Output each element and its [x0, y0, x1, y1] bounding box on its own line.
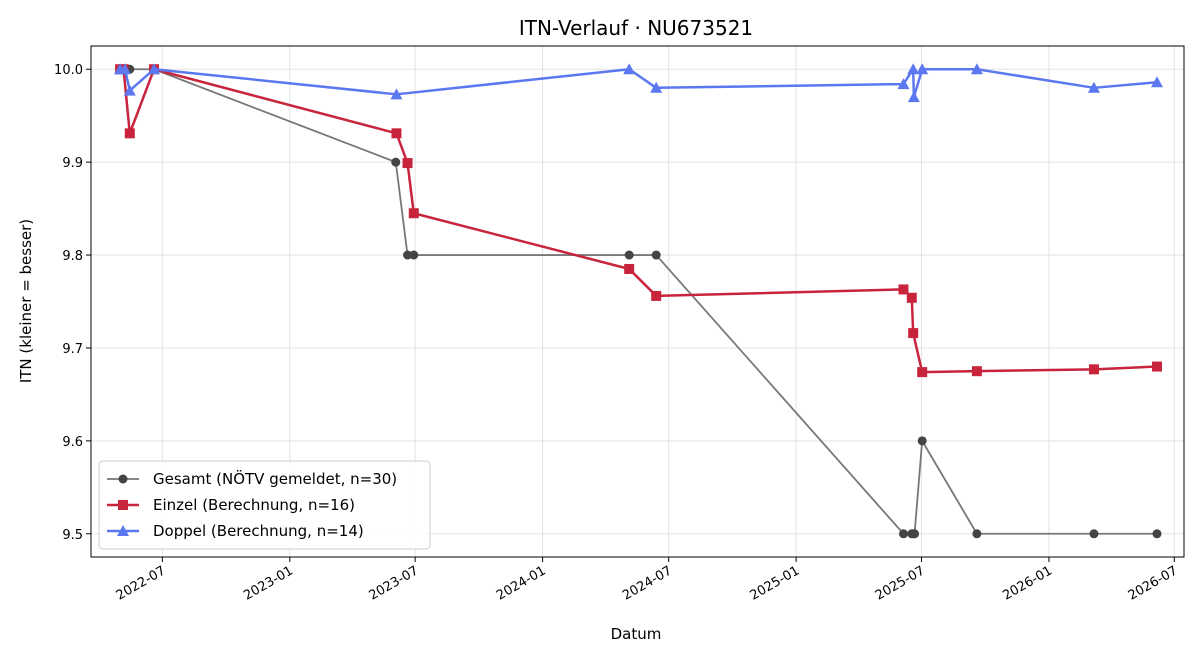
data-point [123, 84, 136, 96]
legend-item-einzel: Einzel (Berechnung, n=16) [107, 496, 355, 514]
series-line-doppel [120, 67, 1158, 99]
series-einzel [115, 64, 1162, 378]
data-point [148, 63, 161, 75]
y-axis-ticks: 9.5 9.6 9.7 9.8 9.9 10.0 [54, 63, 91, 543]
series-doppel [114, 63, 1163, 103]
data-point [390, 88, 403, 100]
data-point [1151, 361, 1162, 372]
data-point [907, 63, 920, 75]
data-point [409, 250, 419, 260]
data-point [118, 63, 131, 75]
data-point [1089, 529, 1099, 539]
y-tick-label: 9.7 [62, 342, 83, 357]
series-line-einzel [120, 67, 1158, 374]
y-tick-label: 10.0 [54, 63, 83, 78]
plot-frame [90, 45, 1185, 558]
x-tick-label: 2025-01 [748, 563, 803, 603]
legend-box [98, 460, 431, 550]
data-point [907, 91, 920, 103]
data-point [916, 63, 929, 75]
data-point [402, 158, 413, 169]
data-point [908, 328, 919, 339]
data-point [1152, 529, 1162, 539]
data-point [898, 284, 909, 295]
data-point [650, 81, 663, 93]
x-tick-label: 2023-07 [367, 563, 422, 603]
data-point [118, 500, 128, 510]
data-point [910, 529, 920, 539]
legend-label: Doppel (Berechnung, n=14) [153, 522, 364, 540]
legend-item-doppel: Doppel (Berechnung, n=14) [107, 522, 364, 540]
data-point [623, 63, 636, 75]
data-point [971, 366, 982, 377]
data-point [917, 436, 927, 446]
data-point [898, 529, 908, 539]
x-tick-label: 2025-07 [873, 563, 928, 603]
data-point [970, 63, 983, 75]
data-point [897, 78, 910, 90]
data-point [1087, 81, 1100, 93]
x-axis-label: Datum [611, 625, 662, 643]
chart-title: ITN-Verlauf · NU673521 [519, 16, 753, 40]
legend-label: Gesamt (NÖTV gemeldet, n=30) [153, 469, 397, 488]
y-tick-label: 9.5 [62, 528, 83, 543]
legend: Gesamt (NÖTV gemeldet, n=30) Einzel (Bere… [98, 460, 431, 550]
data-point [117, 525, 129, 536]
x-tick-label: 2022-07 [114, 563, 169, 603]
data-point [124, 128, 135, 139]
data-point [1088, 364, 1099, 375]
x-tick-label: 2023-01 [241, 563, 296, 603]
data-point [1150, 76, 1163, 88]
data-point [651, 250, 661, 260]
series-layer [114, 63, 1163, 539]
data-point [391, 128, 402, 139]
data-point [624, 263, 635, 274]
data-point [972, 529, 982, 539]
y-axis-label: ITN (kleiner = besser) [17, 219, 35, 383]
legend-item-gesamt: Gesamt (NÖTV gemeldet, n=30) [107, 469, 397, 488]
data-point [906, 292, 917, 303]
data-point [917, 367, 928, 378]
x-tick-label: 2026-07 [1126, 563, 1181, 603]
y-tick-label: 9.9 [62, 156, 83, 171]
y-tick-label: 9.6 [62, 435, 83, 450]
data-point [403, 250, 413, 260]
legend-label: Einzel (Berechnung, n=16) [153, 496, 355, 514]
data-point [118, 474, 128, 484]
x-axis-ticks: 2022-07 2023-01 2023-07 2024-01 2024-07 2025-… [114, 557, 1181, 604]
x-tick-label: 2024-07 [620, 563, 675, 603]
y-tick-label: 9.8 [62, 249, 83, 264]
data-point [408, 208, 419, 219]
data-point [391, 157, 401, 167]
data-point [624, 250, 634, 260]
x-tick-label: 2026-01 [1000, 563, 1055, 603]
x-tick-label: 2024-01 [494, 563, 549, 603]
data-point [651, 290, 662, 301]
